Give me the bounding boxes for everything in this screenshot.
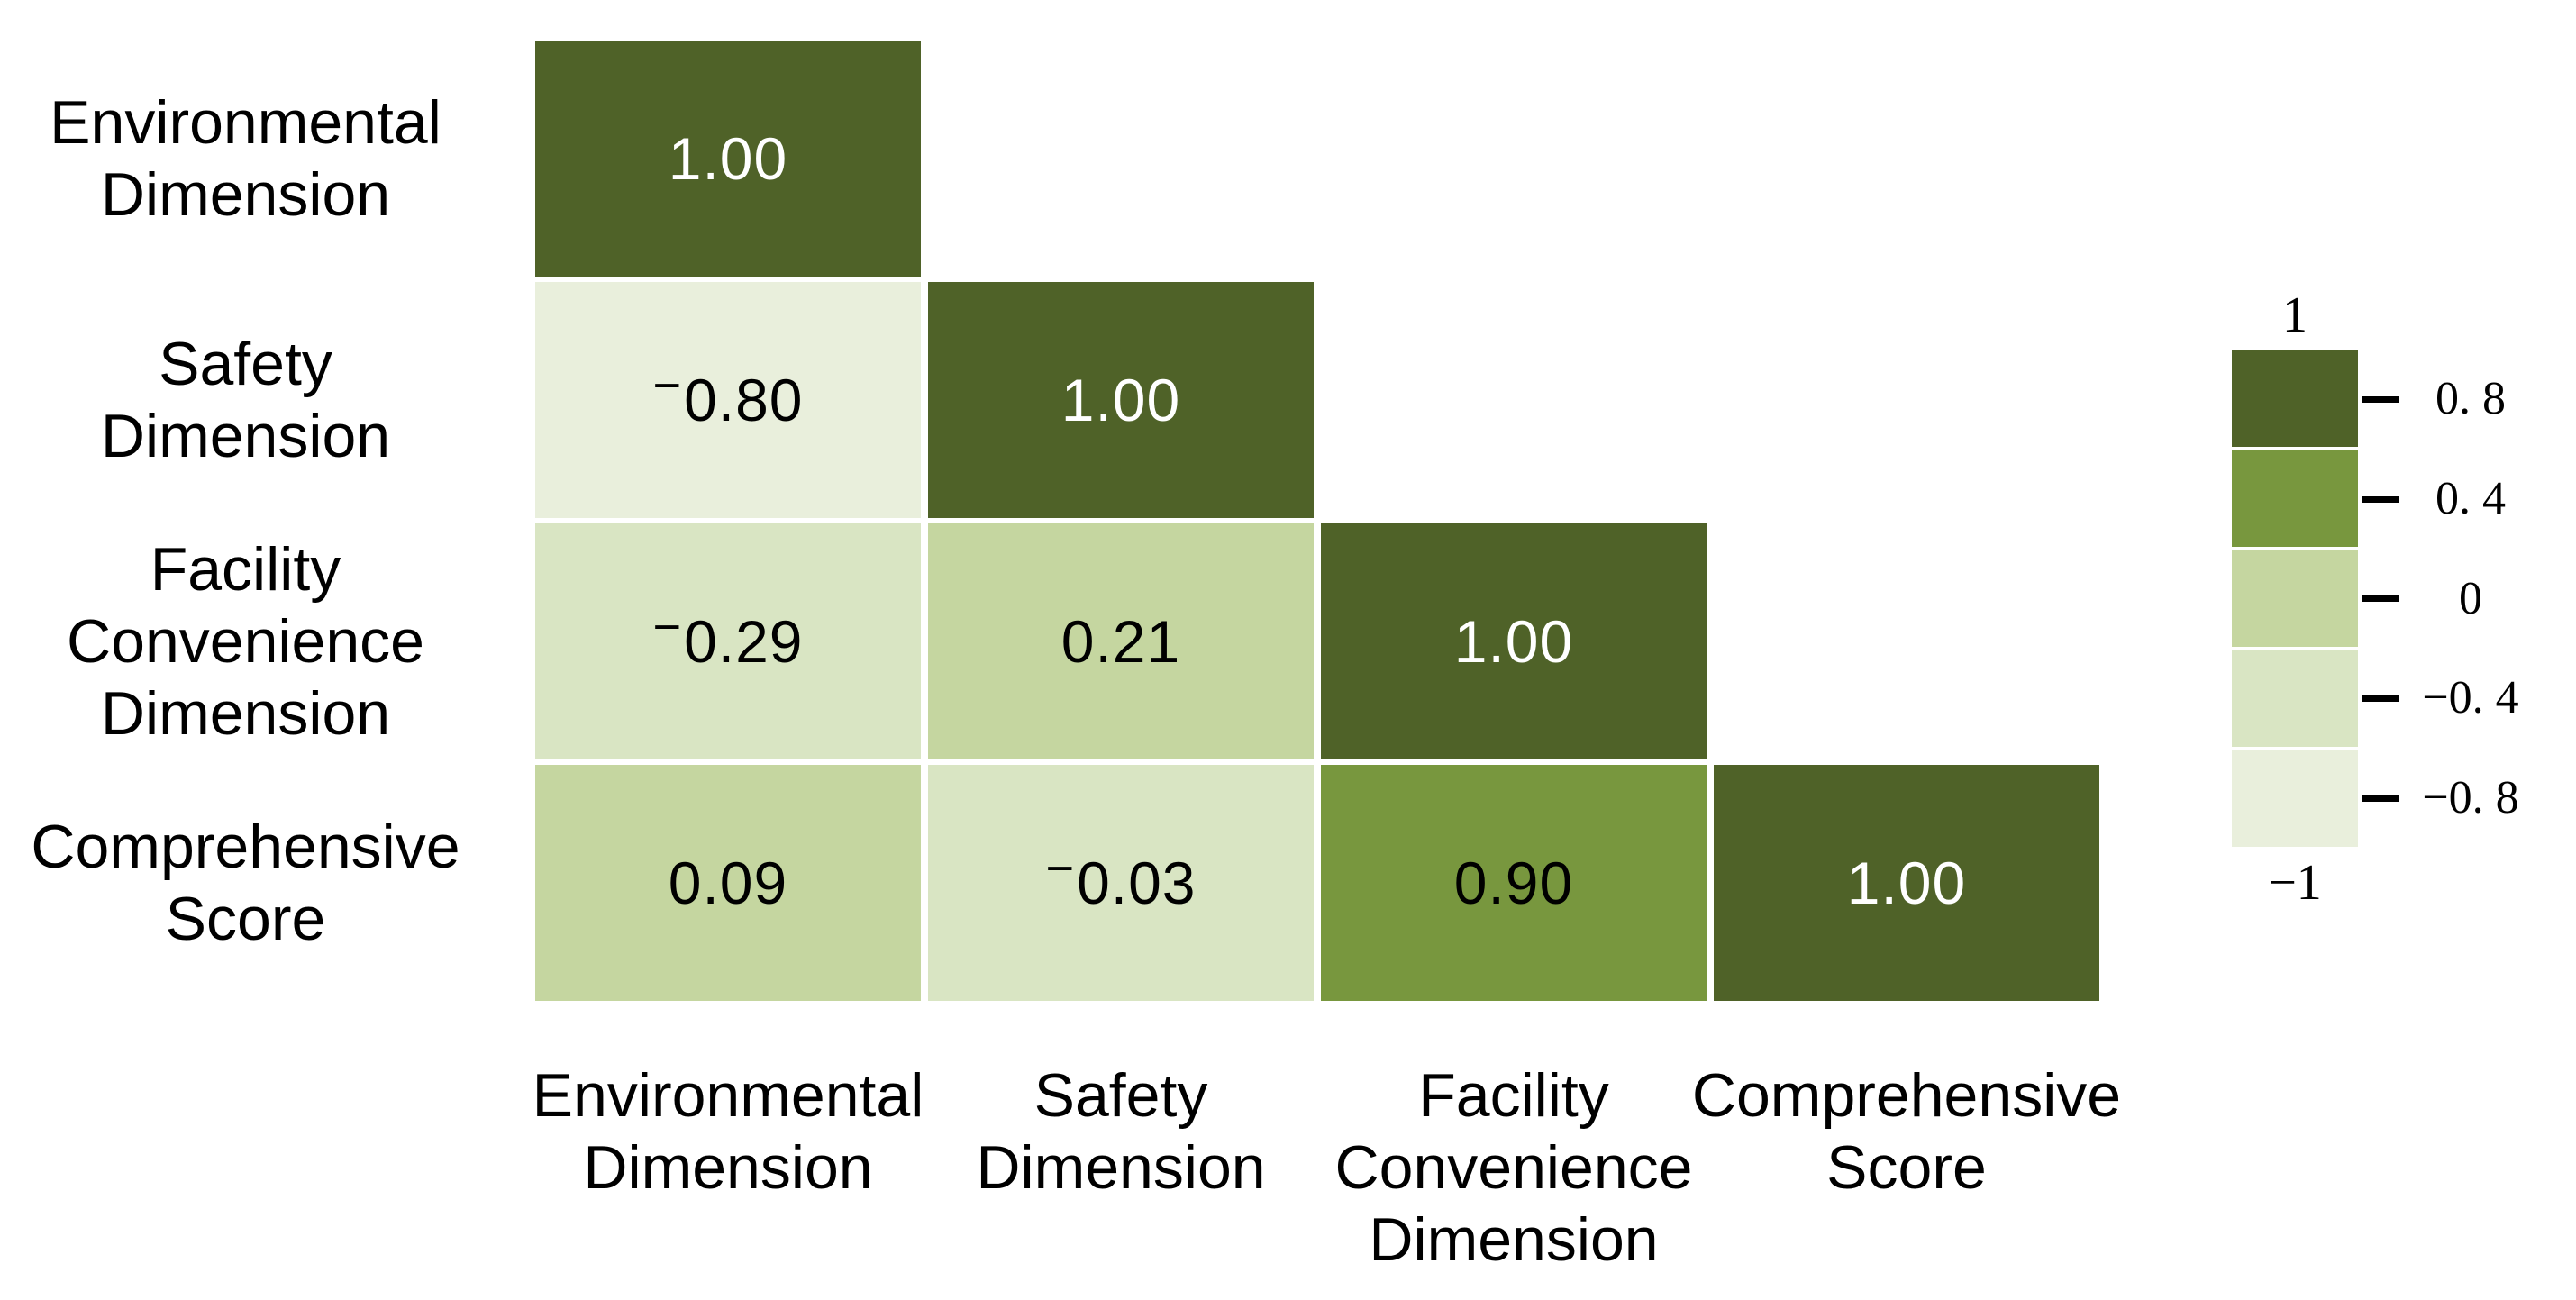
heatmap-cell-0-0: 1.00 bbox=[535, 41, 921, 277]
y-tick-label-line: Comprehensive bbox=[31, 813, 460, 881]
heatmap-cell-2-1: 0.21 bbox=[928, 523, 1314, 759]
heatmap-cell-3-3: 1.00 bbox=[1714, 765, 2099, 1001]
x-tick-label-line: Convenience bbox=[1334, 1133, 1693, 1202]
heatmap-cell-1-0: −0.80 bbox=[535, 282, 921, 518]
colorbar bbox=[2232, 350, 2358, 847]
heatmap-cell-3-0: 0.09 bbox=[535, 765, 921, 1001]
y-tick-label-2: Facility Convenience Dimension bbox=[0, 523, 491, 759]
y-tick-label-line: Dimension bbox=[100, 679, 391, 748]
raised-minus-sign: − bbox=[1045, 841, 1076, 895]
colorbar-segment-0 bbox=[2232, 350, 2358, 447]
raised-minus-sign: − bbox=[652, 599, 683, 654]
x-tick-label-line: Comprehensive bbox=[1691, 1061, 2122, 1130]
heatmap-cell-2-2: 1.00 bbox=[1321, 523, 1707, 759]
colorbar-segment-3 bbox=[2232, 650, 2358, 747]
y-tick-label-line: Dimension bbox=[100, 402, 391, 470]
colorbar-tick-label: −0. 4 bbox=[2422, 672, 2519, 723]
y-tick-label-line: Safety bbox=[159, 330, 332, 398]
x-tick-label-2: Facility Convenience Dimension bbox=[1335, 1059, 1693, 1276]
y-tick-label-line: Convenience bbox=[67, 607, 424, 676]
x-tick-label-line: Safety bbox=[1033, 1061, 1208, 1130]
x-tick-label-line: Dimension bbox=[976, 1133, 1266, 1202]
y-tick-label-line: Dimension bbox=[100, 160, 391, 229]
heatmap-cell-3-2: 0.90 bbox=[1321, 765, 1707, 1001]
y-tick-label-0: Environmental Dimension bbox=[0, 41, 491, 277]
colorbar-tick-mark bbox=[2362, 595, 2399, 602]
colorbar-max-label: 1 bbox=[2282, 287, 2307, 343]
colorbar-tick-mark bbox=[2362, 795, 2399, 802]
x-tick-label-line: Dimension bbox=[583, 1133, 873, 1202]
y-tick-label-1: Safety Dimension bbox=[0, 282, 491, 518]
raised-minus-sign: − bbox=[652, 358, 683, 413]
colorbar-tick-label: 0 bbox=[2459, 573, 2482, 624]
y-tick-label-3: Comprehensive Score bbox=[0, 765, 491, 1001]
colorbar-segment-2 bbox=[2232, 550, 2358, 647]
colorbar-tick-mark bbox=[2362, 496, 2399, 503]
colorbar-segment-1 bbox=[2232, 450, 2358, 547]
heatmap-cell-2-0: −0.29 bbox=[535, 523, 921, 759]
y-tick-label-line: Facility bbox=[150, 535, 341, 604]
x-tick-label-3: Comprehensive Score bbox=[1692, 1059, 2121, 1204]
x-tick-label-1: Safety Dimension bbox=[976, 1059, 1265, 1204]
heatmap-cell-1-1: 1.00 bbox=[928, 282, 1314, 518]
colorbar-tick-mark bbox=[2362, 396, 2399, 403]
x-tick-label-line: Environmental bbox=[532, 1061, 924, 1130]
colorbar-tick-mark bbox=[2362, 695, 2399, 702]
y-tick-label-line: Score bbox=[165, 885, 326, 953]
colorbar-segment-4 bbox=[2232, 750, 2358, 847]
heatmap-cell-3-1: −0.03 bbox=[928, 765, 1314, 1001]
colorbar-tick-label: 0. 8 bbox=[2435, 373, 2506, 424]
x-tick-label-line: Score bbox=[1826, 1133, 1987, 1202]
colorbar-tick-label: −0. 8 bbox=[2422, 772, 2519, 823]
colorbar-min-label: −1 bbox=[2268, 855, 2322, 911]
y-tick-label-line: Environmental bbox=[50, 88, 441, 157]
x-tick-label-0: Environmental Dimension bbox=[532, 1059, 924, 1204]
colorbar-tick-label: 0. 4 bbox=[2435, 473, 2506, 524]
x-tick-label-line: Dimension bbox=[1369, 1205, 1659, 1274]
x-tick-label-line: Facility bbox=[1418, 1061, 1609, 1130]
